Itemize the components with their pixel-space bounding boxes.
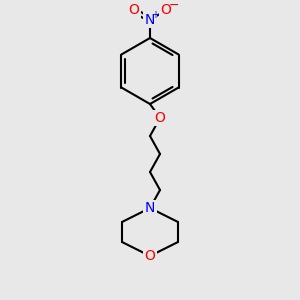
Text: −: − [169,0,179,11]
Text: O: O [145,249,155,263]
Text: N: N [145,201,155,215]
Text: N: N [145,13,155,27]
Text: O: O [160,3,171,17]
Text: O: O [154,111,165,125]
Text: O: O [129,3,140,17]
Text: +: + [151,10,159,20]
